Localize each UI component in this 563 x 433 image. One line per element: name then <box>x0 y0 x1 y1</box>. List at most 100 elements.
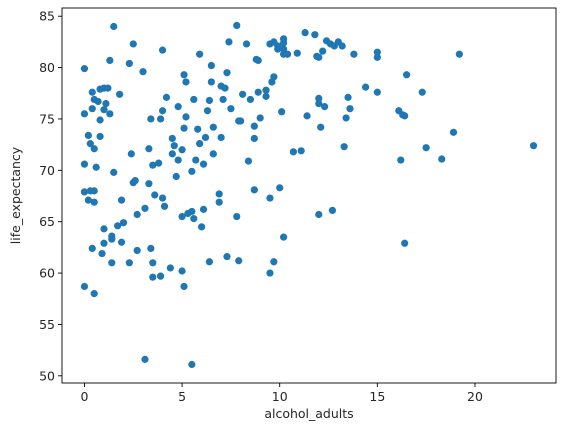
data-point <box>166 264 174 272</box>
data-point <box>209 150 217 158</box>
data-point <box>106 110 114 118</box>
data-point <box>301 29 309 37</box>
x-tick-label: 15 <box>369 389 385 404</box>
data-point <box>96 116 104 124</box>
data-point <box>401 239 409 247</box>
data-point <box>297 147 305 155</box>
x-tick-label: 10 <box>272 389 288 404</box>
data-point <box>199 205 208 213</box>
data-point <box>90 290 98 298</box>
data-point <box>529 142 538 150</box>
data-point <box>125 259 133 267</box>
data-point <box>84 131 92 139</box>
data-point <box>104 84 112 92</box>
data-point <box>319 47 327 55</box>
x-tick-label: 20 <box>467 389 483 404</box>
data-point <box>278 108 286 116</box>
data-point <box>401 112 409 120</box>
data-point <box>280 233 288 241</box>
data-point <box>315 53 323 61</box>
data-point <box>168 134 176 143</box>
data-point <box>158 107 167 115</box>
data-point <box>223 253 231 261</box>
data-point <box>215 190 223 198</box>
data-point <box>141 355 149 363</box>
x-axis-ticks: 0 5 10 15 20 <box>80 383 483 404</box>
data-point <box>158 46 167 54</box>
data-point <box>100 106 108 114</box>
data-point <box>108 232 116 240</box>
data-point <box>227 105 235 113</box>
data-point <box>328 206 337 214</box>
data-point <box>114 222 122 230</box>
data-point <box>196 140 204 148</box>
data-point <box>88 88 96 96</box>
y-tick-label: 85 <box>39 9 55 24</box>
data-point <box>225 38 233 46</box>
data-point <box>110 168 118 176</box>
data-point <box>127 150 135 158</box>
data-point <box>283 50 292 58</box>
data-point <box>119 219 128 227</box>
data-point <box>106 56 114 64</box>
data-point <box>145 180 153 188</box>
data-point <box>168 150 176 158</box>
data-point <box>157 272 165 280</box>
data-point <box>397 156 405 164</box>
data-point <box>266 194 274 202</box>
data-point <box>221 84 229 92</box>
data-point <box>373 53 381 61</box>
data-point <box>190 215 198 223</box>
data-point <box>125 59 133 68</box>
data-point <box>84 196 92 204</box>
data-point <box>133 210 141 219</box>
data-point <box>178 146 186 154</box>
data-point <box>194 125 202 133</box>
data-point <box>180 124 188 132</box>
data-point <box>178 212 186 221</box>
data-point <box>280 45 288 53</box>
data-point <box>205 258 214 266</box>
data-point <box>422 144 430 152</box>
data-point <box>90 198 98 206</box>
data-point <box>117 238 126 246</box>
y-tick-label: 50 <box>39 368 55 383</box>
data-point <box>205 96 214 105</box>
data-point <box>88 244 96 253</box>
data-point <box>182 113 190 121</box>
data-point <box>244 157 253 165</box>
x-tick-label: 0 <box>80 389 88 404</box>
y-tick-label: 60 <box>39 266 55 281</box>
data-point <box>180 282 188 291</box>
data-point <box>172 172 180 181</box>
data-point <box>315 210 323 219</box>
data-point <box>215 198 223 206</box>
data-point <box>157 115 165 123</box>
data-point <box>350 50 358 58</box>
y-axis-ticks: 50 55 60 65 70 75 80 85 <box>39 9 62 383</box>
data-point <box>239 90 247 98</box>
data-point <box>80 282 89 291</box>
data-point <box>223 69 231 77</box>
data-point <box>149 259 157 267</box>
data-point <box>198 223 206 231</box>
data-point <box>180 71 188 79</box>
y-tick-label: 70 <box>39 163 55 178</box>
data-point <box>80 188 89 196</box>
data-point <box>110 22 118 31</box>
plot-frame <box>61 7 557 384</box>
data-point <box>196 50 204 58</box>
data-point <box>237 117 245 125</box>
data-point <box>174 156 182 164</box>
data-point <box>315 94 323 103</box>
data-point <box>116 90 124 98</box>
data-point <box>262 92 270 100</box>
data-point <box>86 140 94 148</box>
data-point <box>160 202 169 210</box>
x-tick-label: 5 <box>178 389 186 404</box>
data-point <box>254 56 262 64</box>
data-point <box>344 93 352 101</box>
data-point <box>233 212 241 221</box>
y-axis-label: life_expectancy <box>8 146 23 244</box>
